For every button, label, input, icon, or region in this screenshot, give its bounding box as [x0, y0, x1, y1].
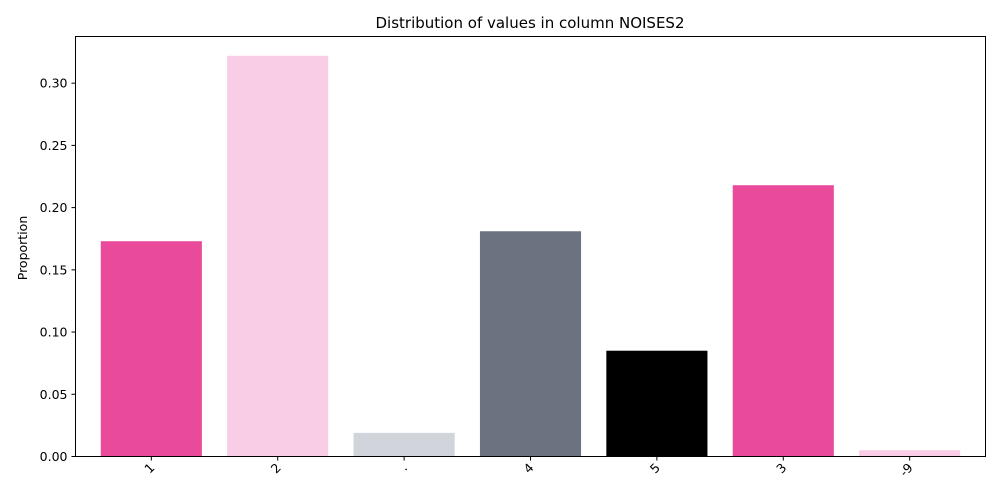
- bar-3: [479, 231, 582, 457]
- plot-frame: [75, 36, 986, 457]
- y-tick-label-1: 0.05: [40, 387, 68, 402]
- bar-1: [227, 55, 329, 457]
- y-axis-label: Proportion: [15, 216, 30, 281]
- bar-0: [100, 241, 202, 457]
- x-tick-label-1: 2: [268, 460, 284, 476]
- y-axis-ticks: 0.00 0.05 0.10 0.15 0.20 0.25 0.30: [40, 76, 76, 464]
- bar-6: [859, 450, 961, 457]
- x-axis-ticks: 1 2. 4 5 3 -9: [141, 456, 916, 479]
- bar-2: [353, 432, 455, 457]
- y-tick-label-2: 0.10: [40, 325, 68, 340]
- y-tick-label-0: 0.00: [40, 449, 68, 464]
- chart-title: Distribution of values in column NOISES2: [375, 14, 684, 32]
- bar-4: [606, 350, 708, 457]
- x-tick-label-3: 4: [520, 460, 536, 476]
- x-tick-label-5: 3: [773, 460, 789, 476]
- y-tick-label-6: 0.30: [40, 76, 68, 91]
- x-tick-label-6: -9: [896, 460, 915, 479]
- x-tick-label-4: 5: [647, 460, 663, 476]
- y-tick-label-3: 0.15: [40, 262, 68, 277]
- bars-group: [100, 55, 961, 457]
- x-tick-label-0: 1: [141, 460, 157, 476]
- y-tick-label-4: 0.20: [40, 200, 68, 215]
- y-tick-label-5: 0.25: [40, 138, 68, 153]
- x-tick-label-2: .: [397, 460, 410, 473]
- bar-5: [732, 185, 834, 457]
